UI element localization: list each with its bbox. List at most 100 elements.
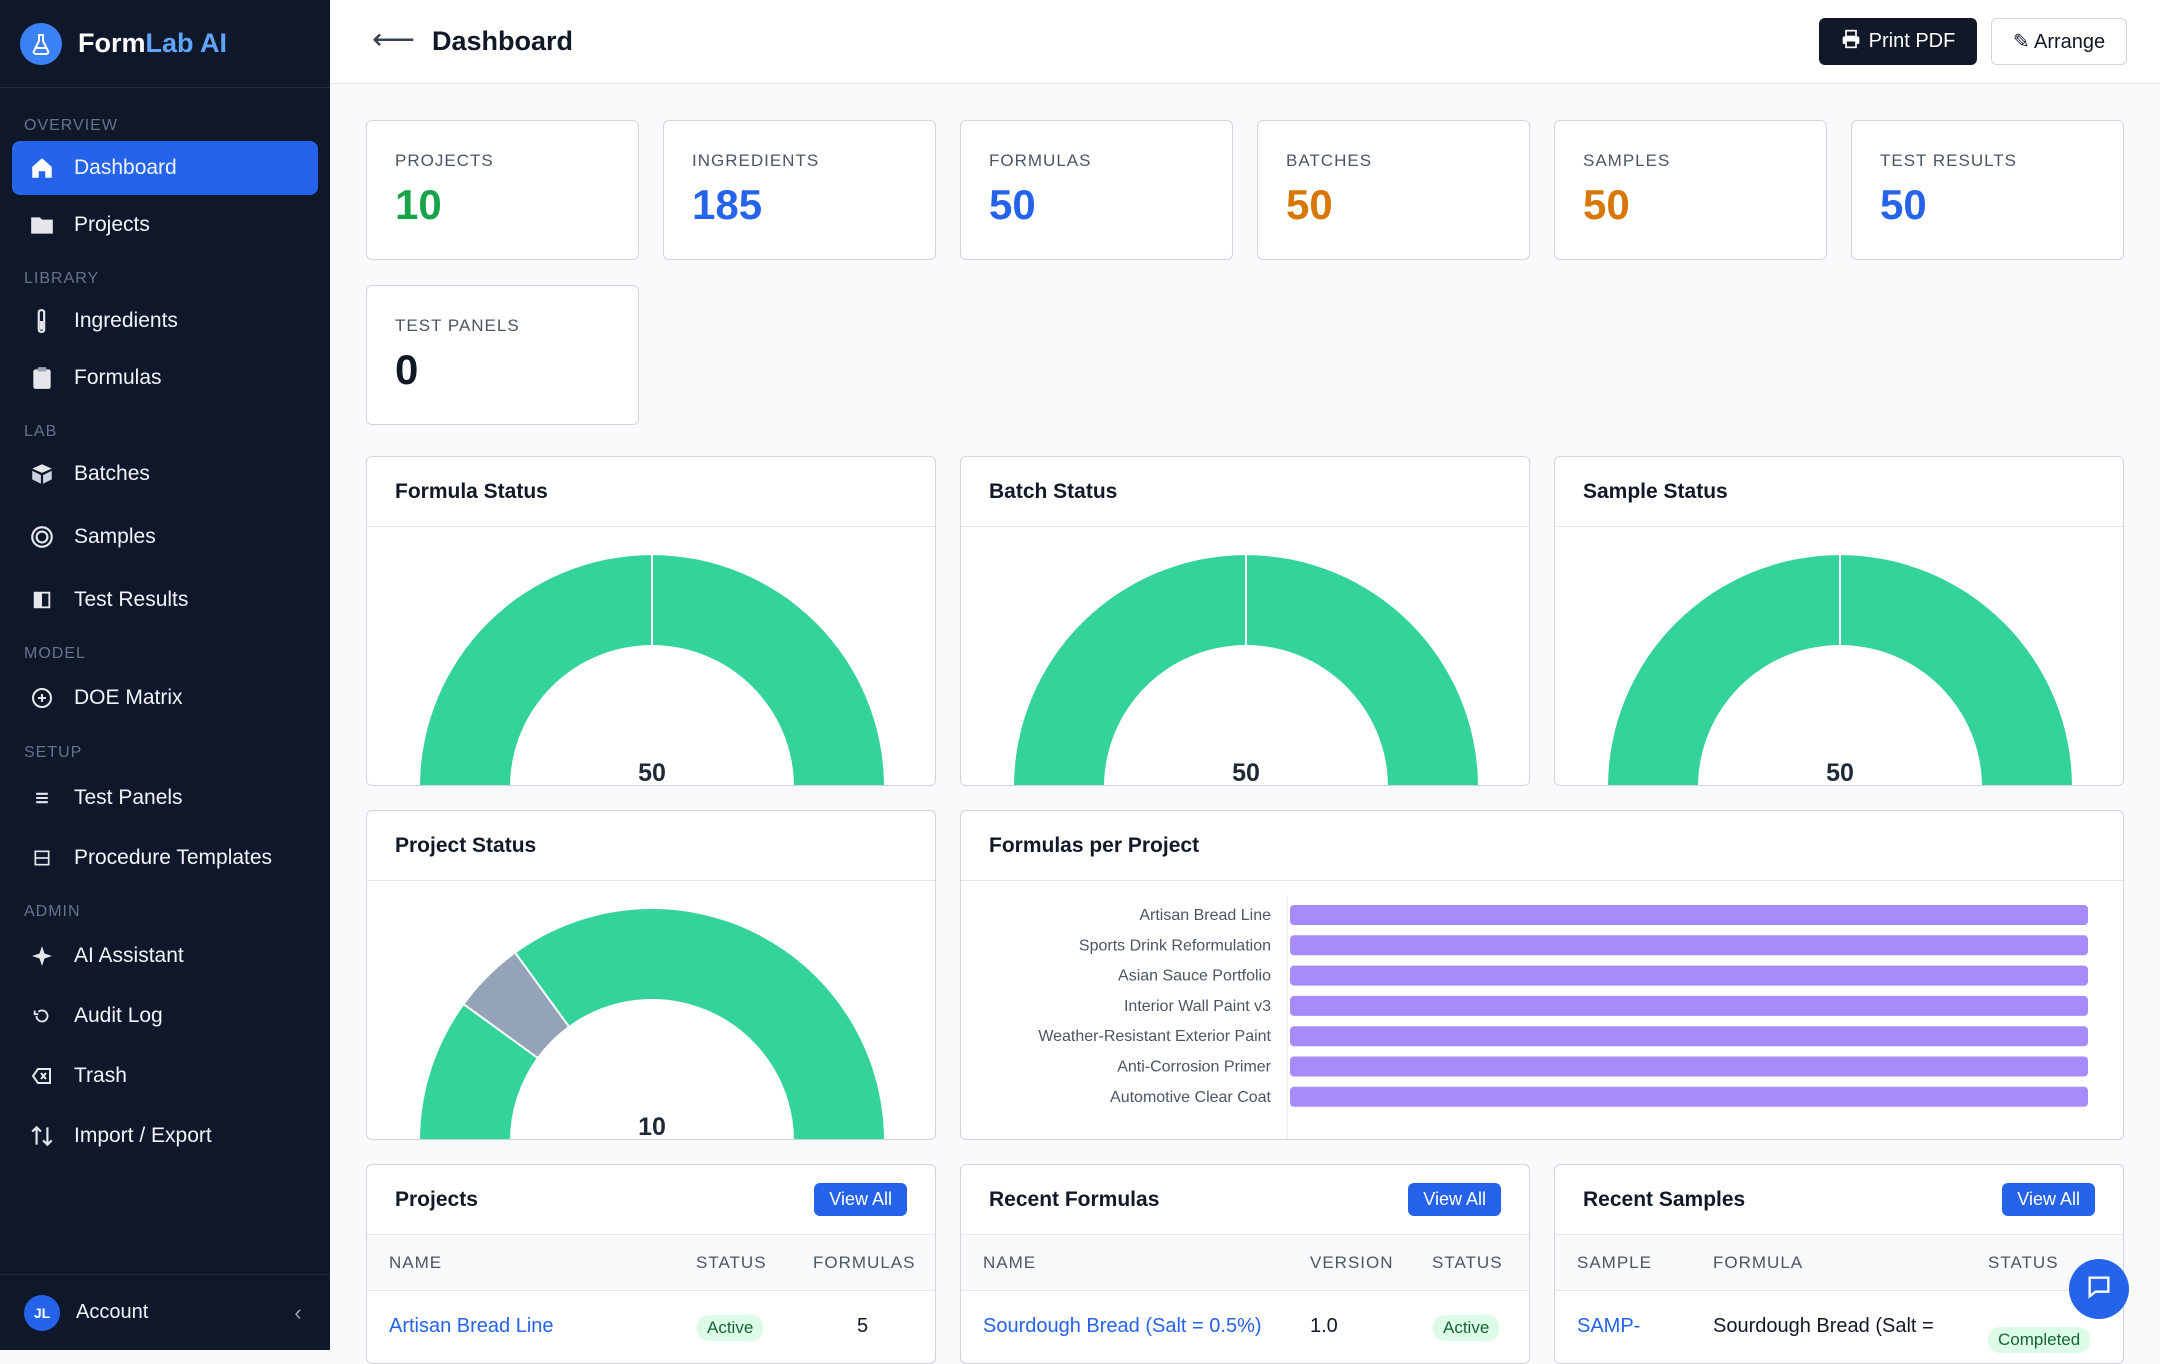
view-all-formulas-button[interactable]: View All — [1408, 1183, 1501, 1216]
sample-id-link[interactable]: SAMP- — [1577, 1315, 1641, 1337]
view-all-projects-button[interactable]: View All — [814, 1183, 907, 1216]
bar[interactable] — [1290, 1086, 2088, 1107]
sidebar-item-label: Dashboard — [74, 156, 177, 179]
sidebar-item-label: Test Panels — [74, 786, 183, 809]
sidebar-item-doe-matrix[interactable]: DOE Matrix — [12, 671, 318, 725]
sidebar-item-label: Ingredients — [74, 309, 178, 332]
sidebar-item-ingredients[interactable]: Ingredients — [12, 294, 318, 348]
sidebar-item-dashboard[interactable]: Dashboard — [12, 141, 318, 195]
trash-icon — [28, 1062, 56, 1090]
topbar: ⟵ Dashboard Print PDF ✎ Arrange — [330, 0, 2160, 84]
gauge-segment[interactable] — [1014, 555, 1478, 786]
folder-icon — [28, 211, 56, 239]
bar[interactable] — [1290, 965, 2088, 986]
stat-label: FORMULAS — [989, 151, 1092, 170]
list-icon — [28, 784, 56, 812]
column-header[interactable]: VERSION — [1310, 1253, 1394, 1272]
gauge-segment[interactable] — [420, 555, 884, 786]
box-icon — [28, 460, 56, 488]
sidebar-item-audit-log[interactable]: Audit Log — [12, 989, 318, 1043]
formula-name-link[interactable]: Sourdough Bread (Salt = 0.5%) — [983, 1315, 1262, 1337]
view-all-samples-button[interactable]: View All — [2002, 1183, 2095, 1216]
bar-label: Weather-Resistant Exterior Paint — [1038, 1028, 1271, 1045]
column-header[interactable]: SAMPLE — [1577, 1253, 1652, 1272]
sample-status-panel: Sample Status 50 — [1554, 456, 2124, 786]
bar-label: Artisan Bread Line — [1139, 907, 1271, 924]
account-menu[interactable]: JL Account ‹ — [0, 1274, 330, 1350]
stat-card-formulas[interactable]: FORMULAS 50 — [960, 120, 1233, 260]
bar[interactable] — [1290, 995, 2088, 1016]
collapse-sidebar-button[interactable]: ‹ — [294, 1299, 302, 1325]
arrange-button[interactable]: ✎ Arrange — [1991, 18, 2127, 65]
sample-formula: Sourdough Bread (Salt = — [1713, 1315, 1934, 1337]
stat-card-batches[interactable]: BATCHES 50 — [1257, 120, 1530, 260]
gauge-segment[interactable] — [464, 953, 569, 1058]
sidebar-item-test-results[interactable]: Test Results — [12, 573, 318, 627]
column-header[interactable]: NAME — [983, 1253, 1037, 1272]
print-pdf-label: Print PDF — [1868, 30, 1956, 52]
gauge-segment[interactable] — [515, 909, 884, 1140]
bar[interactable] — [1290, 1026, 2088, 1047]
sidebar-item-projects[interactable]: Projects — [12, 198, 318, 252]
column-header[interactable]: STATUS — [696, 1253, 767, 1272]
sidebar-item-label: DOE Matrix — [74, 686, 183, 709]
stat-card-samples[interactable]: SAMPLES 50 — [1554, 120, 1827, 260]
stat-card-test-results[interactable]: TEST RESULTS 50 — [1851, 120, 2124, 260]
stat-card-projects[interactable]: PROJECTS 10 — [366, 120, 639, 260]
section-model: MODEL — [24, 645, 86, 662]
column-header[interactable]: NAME — [389, 1253, 443, 1272]
formula-status-panel: Formula Status 50 — [366, 456, 936, 786]
back-button[interactable]: ⟵ — [372, 23, 416, 56]
target-icon — [28, 523, 56, 551]
stat-value: 10 — [395, 181, 442, 228]
formula-status-gauge: 50 — [420, 555, 884, 786]
sidebar-item-import-export[interactable]: Import / Export — [12, 1109, 318, 1163]
column-header[interactable]: FORMULAS — [813, 1253, 916, 1272]
sidebar-item-test-panels[interactable]: Test Panels — [12, 771, 318, 825]
panel-icon — [28, 586, 56, 614]
stat-value: 185 — [692, 181, 763, 228]
sidebar-item-samples[interactable]: Samples — [12, 510, 318, 564]
bar[interactable] — [1290, 905, 2088, 925]
sidebar-item-formulas[interactable]: Formulas — [12, 351, 318, 405]
batch-status-panel: Batch Status 50 — [960, 456, 1530, 786]
sidebar-item-label: Test Results — [74, 588, 189, 611]
sidebar-item-ai-assistant[interactable]: AI Assistant — [12, 929, 318, 983]
status-badge: Active — [1433, 1315, 1500, 1341]
stat-card-test-panels[interactable]: TEST PANELS 0 — [366, 285, 639, 425]
stat-card-ingredients[interactable]: INGREDIENTS 185 — [663, 120, 936, 260]
bar[interactable] — [1290, 1056, 2088, 1077]
panel-title: Formula Status — [395, 479, 548, 503]
status-badge: Active — [697, 1315, 764, 1341]
project-name-link[interactable]: Artisan Bread Line — [389, 1315, 554, 1337]
page-title: Dashboard — [432, 26, 574, 56]
project-status-panel: Project Status 10 — [366, 810, 936, 1140]
gauge-segment[interactable] — [420, 1004, 538, 1140]
stat-label: PROJECTS — [395, 151, 494, 170]
print-pdf-button[interactable]: Print PDF — [1819, 18, 1977, 65]
sidebar-item-label: Import / Export — [74, 1124, 212, 1147]
panel-title: Recent Samples — [1583, 1187, 1746, 1211]
bar-label: Interior Wall Paint v3 — [1124, 998, 1271, 1015]
sidebar-item-label: Samples — [74, 525, 156, 548]
sidebar-item-trash[interactable]: Trash — [12, 1049, 318, 1103]
recent-samples-panel: Recent Samples View All SAMPLE FORMULA ST… — [1554, 1164, 2124, 1364]
formulas-per-project-chart: Artisan Bread Line Sports Drink Reformula… — [1038, 895, 2088, 1139]
sidebar-item-batches[interactable]: Batches — [12, 447, 318, 501]
sidebar-item-procedure-templates[interactable]: Procedure Templates — [12, 831, 318, 885]
home-icon — [28, 154, 56, 182]
sidebar-item-label: Batches — [74, 462, 150, 485]
bar[interactable] — [1290, 935, 2088, 956]
column-header[interactable]: STATUS — [1432, 1253, 1503, 1272]
gauge-segment[interactable] — [1608, 555, 2072, 786]
gauge-divider — [463, 1003, 538, 1059]
column-header[interactable]: FORMULA — [1713, 1253, 1804, 1272]
gauge-divider — [514, 952, 570, 1027]
gauge-total: 50 — [1826, 759, 1854, 786]
chat-button[interactable] — [2069, 1259, 2129, 1319]
table-header: NAME STATUS FORMULAS — [367, 1235, 935, 1291]
panel-title: Sample Status — [1583, 479, 1728, 503]
column-header[interactable]: STATUS — [1988, 1253, 2059, 1272]
clipboard-icon — [28, 364, 56, 392]
sparkle-icon — [28, 942, 56, 970]
